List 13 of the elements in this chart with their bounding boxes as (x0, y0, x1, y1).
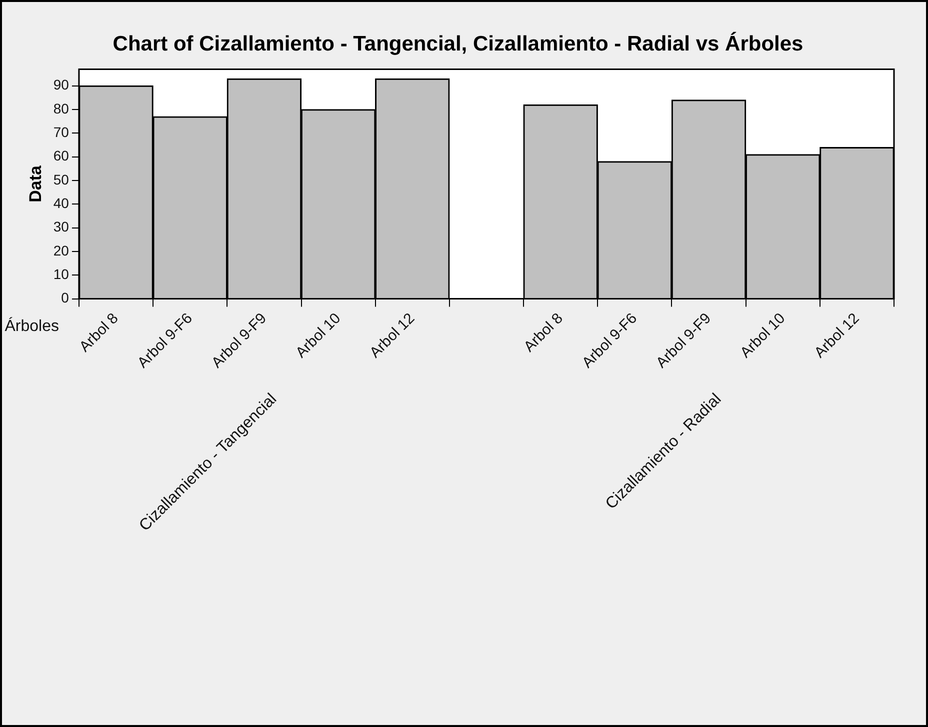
y-axis-title: Data (26, 165, 45, 202)
x-axis-title: Árboles (4, 317, 59, 336)
y-tick-label: 60 (53, 148, 70, 164)
y-tick-label: 30 (53, 218, 70, 235)
y-tick-label: 20 (53, 242, 70, 258)
chart-title: Chart of Cizallamiento - Tangencial, Cizallamiento - Radial vs Árboles (112, 31, 804, 56)
y-tick-label: 50 (53, 171, 70, 188)
y-tick-label: 90 (53, 76, 70, 93)
y-tick-label: 0 (61, 290, 70, 306)
y-tick-label: 70 (53, 124, 70, 140)
y-tick-label: 80 (53, 100, 70, 116)
y-tick-label: 10 (53, 266, 70, 282)
y-tick-label: 40 (53, 194, 70, 211)
